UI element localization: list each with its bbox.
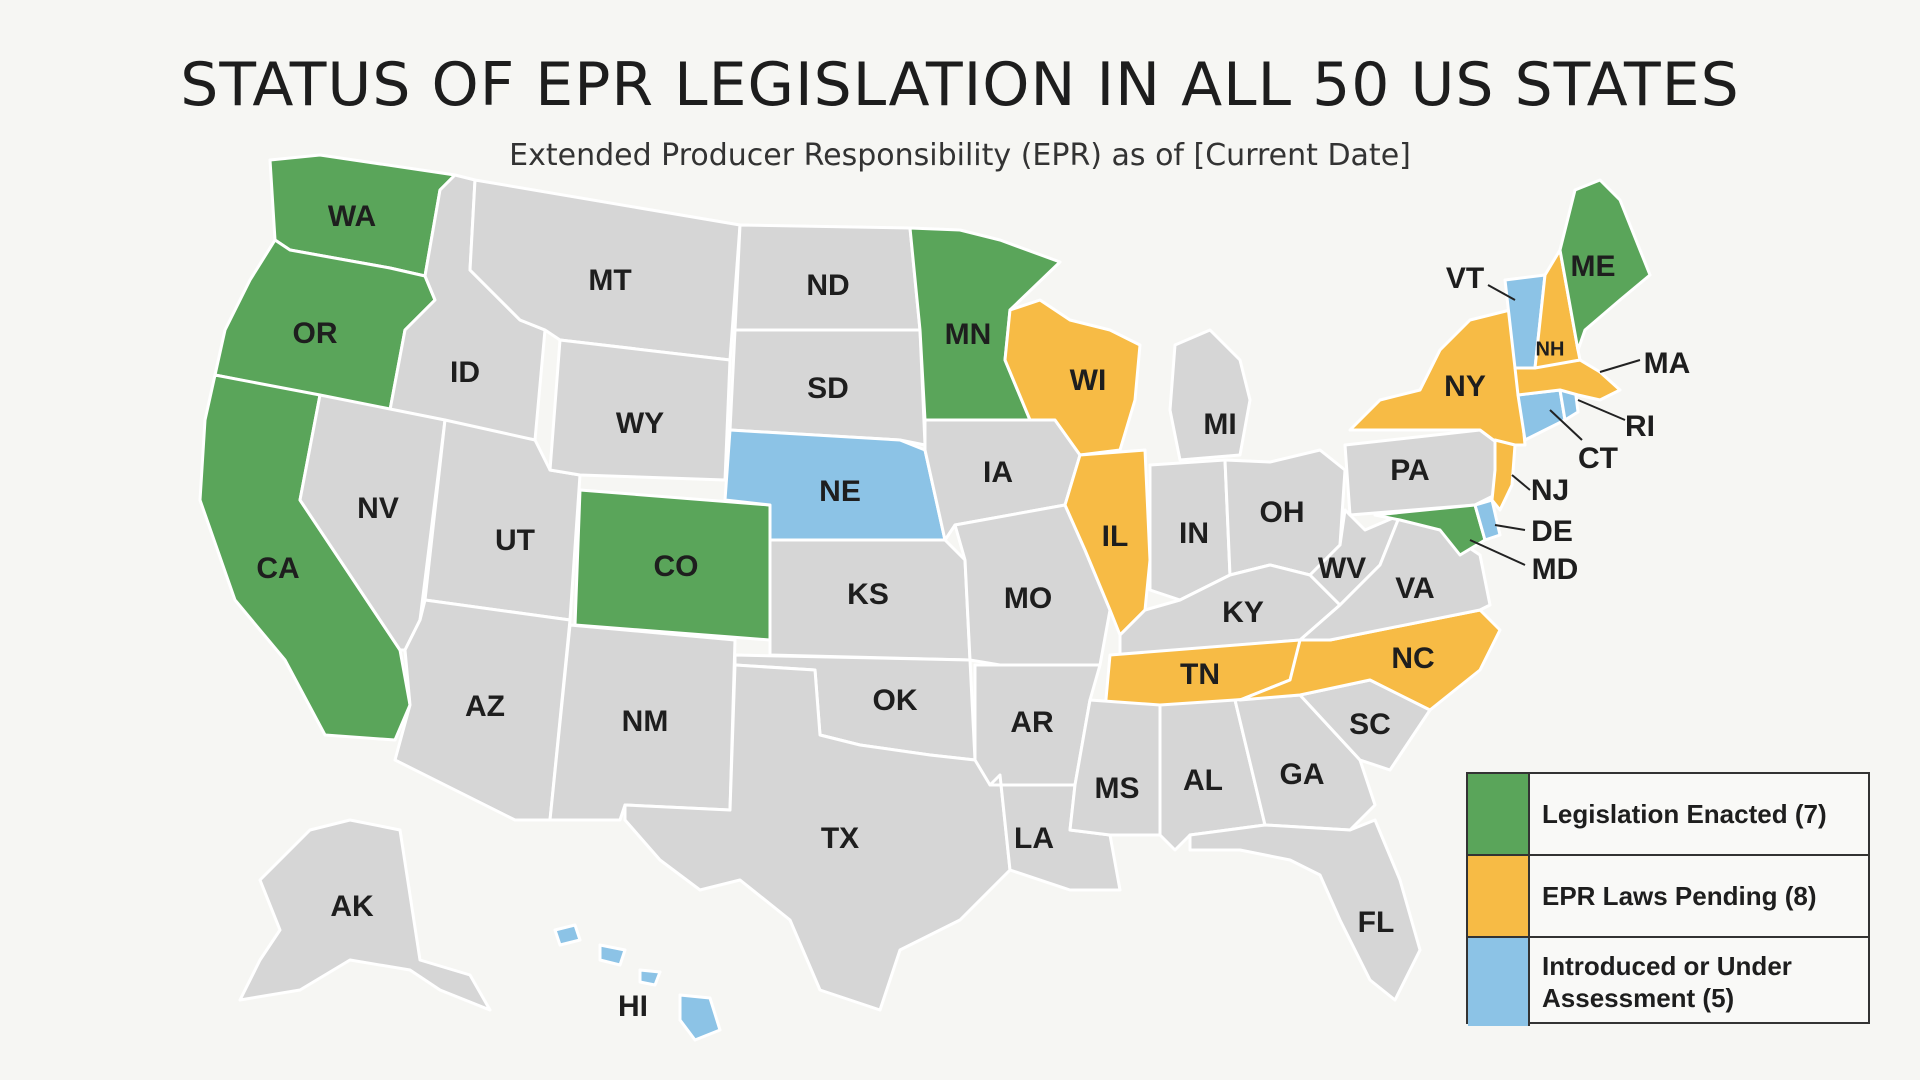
label-ut: UT xyxy=(495,524,535,557)
leader-ri xyxy=(1577,399,1626,421)
legend-label-pending: EPR Laws Pending (8) xyxy=(1542,880,1817,911)
label-tn: TN xyxy=(1180,658,1220,691)
label-ct: CT xyxy=(1578,442,1618,475)
state-hi[interactable] xyxy=(553,923,722,1042)
leader-ma xyxy=(1599,359,1641,373)
state-nh[interactable] xyxy=(1533,248,1582,370)
label-wv: WV xyxy=(1318,552,1366,585)
page-subtitle: Extended Producer Responsibility (EPR) a… xyxy=(509,138,1411,173)
label-ca: CA xyxy=(256,552,299,585)
state-de[interactable] xyxy=(1473,498,1502,542)
legend-row-introduced: Introduced or Under Assessment (5) xyxy=(1468,938,1868,1026)
label-az: AZ xyxy=(465,690,505,723)
label-nh: NH xyxy=(1536,338,1565,360)
label-nd: ND xyxy=(806,269,849,302)
label-al: AL xyxy=(1183,764,1223,797)
page-title: STATUS OF EPR LEGISLATION IN ALL 50 US S… xyxy=(180,50,1740,120)
label-ia: IA xyxy=(983,456,1013,489)
label-wy: WY xyxy=(616,407,664,440)
state-nj[interactable] xyxy=(1490,438,1517,512)
label-va: VA xyxy=(1395,572,1434,605)
label-nj: NJ xyxy=(1531,474,1569,507)
label-mi: MI xyxy=(1203,408,1236,441)
state-ct[interactable] xyxy=(1516,388,1567,442)
legend-row-pending: EPR Laws Pending (8) xyxy=(1468,856,1868,938)
label-ok: OK xyxy=(873,684,918,717)
label-ks: KS xyxy=(847,578,889,611)
state-ak[interactable] xyxy=(238,818,492,1012)
label-nc: NC xyxy=(1391,642,1434,675)
label-pa: PA xyxy=(1390,454,1429,487)
label-sc: SC xyxy=(1349,708,1391,741)
leader-md xyxy=(1469,539,1526,566)
label-ak: AK xyxy=(330,890,374,923)
legend-label-enacted: Legislation Enacted (7) xyxy=(1542,798,1827,829)
label-co: CO xyxy=(654,550,699,583)
state-ma[interactable] xyxy=(1513,358,1622,402)
legend-label-introduced: Introduced or Under Assessment (5) xyxy=(1542,950,1792,1014)
leader-nj xyxy=(1511,474,1531,491)
label-me: ME xyxy=(1571,250,1616,283)
label-ar: AR xyxy=(1010,706,1054,739)
label-wa: WA xyxy=(328,200,376,233)
label-la: LA xyxy=(1014,822,1054,855)
map-legend: Legislation Enacted (7) EPR Laws Pending… xyxy=(1466,772,1870,1026)
state-me[interactable] xyxy=(1558,178,1652,352)
state-sd[interactable] xyxy=(728,328,927,447)
label-ri: RI xyxy=(1625,410,1655,443)
label-md: MD xyxy=(1532,553,1579,586)
label-mo: MO xyxy=(1004,582,1052,615)
label-oh: OH xyxy=(1260,496,1305,529)
legend-swatch-enacted xyxy=(1468,774,1530,854)
label-ma: MA xyxy=(1644,347,1691,380)
state-wy[interactable] xyxy=(548,338,732,482)
label-fl: FL xyxy=(1358,906,1395,939)
label-tx: TX xyxy=(821,822,859,855)
legend-swatch-introduced xyxy=(1468,938,1530,1026)
state-mi[interactable] xyxy=(1168,328,1252,462)
label-in: IN xyxy=(1179,517,1209,550)
label-mt: MT xyxy=(588,264,631,297)
label-ms: MS xyxy=(1095,772,1140,805)
label-or: OR xyxy=(293,317,338,350)
legend-swatch-pending xyxy=(1468,856,1530,936)
leader-de xyxy=(1494,524,1526,531)
label-ky: KY xyxy=(1222,596,1264,629)
label-nm: NM xyxy=(622,705,669,738)
state-fl[interactable] xyxy=(1188,818,1422,1002)
label-ga: GA xyxy=(1280,758,1325,791)
label-nv: NV xyxy=(357,492,399,525)
label-mn: MN xyxy=(945,318,992,351)
state-wi[interactable] xyxy=(1003,298,1142,457)
label-id: ID xyxy=(450,356,480,389)
label-il: IL xyxy=(1102,520,1129,553)
state-tx[interactable] xyxy=(623,663,1012,1012)
leader-vt xyxy=(1487,284,1516,301)
label-sd: SD xyxy=(807,372,849,405)
label-hi: HI xyxy=(618,990,648,1023)
label-ne: NE xyxy=(819,475,861,508)
label-vt: VT xyxy=(1446,262,1484,295)
leader-ct xyxy=(1549,409,1583,441)
label-wi: WI xyxy=(1070,364,1107,397)
state-ny[interactable] xyxy=(1348,308,1527,447)
label-de: DE xyxy=(1531,515,1573,548)
legend-row-enacted: Legislation Enacted (7) xyxy=(1468,774,1868,856)
state-va[interactable] xyxy=(1298,513,1492,642)
label-ny: NY xyxy=(1444,370,1486,403)
